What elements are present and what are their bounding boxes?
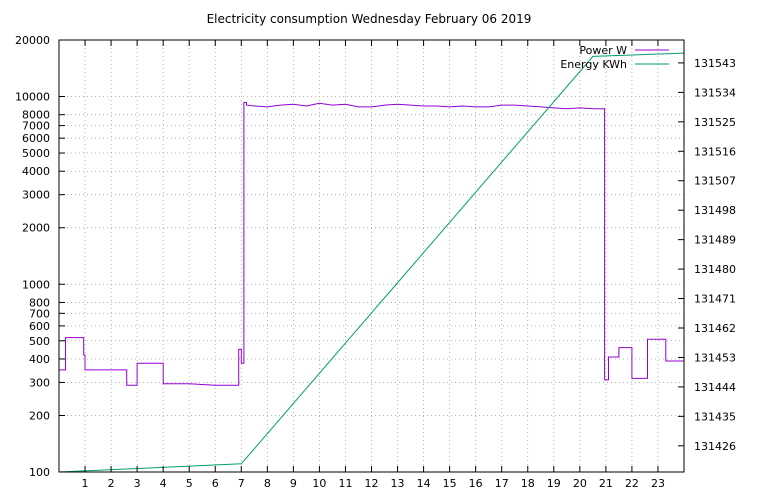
- series-layer: [58, 52, 685, 473]
- x-tick-label: 13: [391, 477, 405, 490]
- x-tick-label: 19: [547, 477, 561, 490]
- y2-tick-label: 131426: [694, 440, 736, 453]
- x-tick-label: 10: [312, 477, 326, 490]
- y-tick-label: 100: [29, 466, 50, 479]
- y2-tick-label: 131516: [694, 145, 736, 158]
- x-tick-label: 23: [651, 477, 665, 490]
- legend-label-power: Power W: [579, 44, 627, 57]
- x-tick-label: 2: [108, 477, 115, 490]
- y-tick-label: 3000: [22, 189, 50, 202]
- y2-tick-label: 131534: [694, 86, 736, 99]
- y-tick-label: 8000: [22, 109, 50, 122]
- x-tick-label: 3: [134, 477, 141, 490]
- y-tick-label: 5000: [22, 147, 50, 160]
- legend: Power W Energy KWh: [560, 44, 669, 71]
- y-tick-label: 600: [29, 320, 50, 333]
- y2-tick-label: 131489: [694, 234, 736, 247]
- x-tick-label: 16: [469, 477, 483, 490]
- x-tick-label: 20: [573, 477, 587, 490]
- y2-tick-label: 131444: [694, 381, 736, 394]
- x-tick-label: 15: [443, 477, 457, 490]
- y-tick-label: 800: [29, 296, 50, 309]
- x-tick-label: 12: [365, 477, 379, 490]
- y-tick-label: 7000: [22, 120, 50, 133]
- series-energy-kwh: [58, 52, 685, 473]
- x-tick-label: 17: [495, 477, 509, 490]
- y-tick-label: 1000: [22, 278, 50, 291]
- x-tick-label: 4: [160, 477, 167, 490]
- x-tick-label: 7: [238, 477, 245, 490]
- x-tick-label: 22: [625, 477, 639, 490]
- y-tick-label: 700: [29, 307, 50, 320]
- x-tick-label: 9: [290, 477, 297, 490]
- y2-tick-label: 131543: [694, 57, 736, 70]
- x-tick-label: 21: [599, 477, 613, 490]
- x-tick-label: 8: [264, 477, 271, 490]
- ticks: 1 2 3 4 5 6 7 8 9 10 11 12 13 14 15 16 17 18 19 20 21 22 23100…: [15, 34, 736, 490]
- y2-tick-label: 131453: [694, 351, 736, 364]
- x-tick-label: 11: [338, 477, 352, 490]
- y2-tick-label: 131507: [694, 175, 736, 188]
- y-tick-label: 400: [29, 353, 50, 366]
- y-tick-label: 6000: [22, 132, 50, 145]
- y2-tick-label: 131480: [694, 263, 736, 276]
- y-tick-label: 200: [29, 409, 50, 422]
- y-tick-label: 20000: [15, 34, 50, 47]
- y2-tick-label: 131462: [694, 322, 736, 335]
- y-tick-label: 500: [29, 335, 50, 348]
- y2-tick-label: 131498: [694, 204, 736, 217]
- y-tick-label: 2000: [22, 222, 50, 235]
- y2-tick-label: 131435: [694, 410, 736, 423]
- x-tick-label: 5: [186, 477, 193, 490]
- y2-tick-label: 131525: [694, 116, 736, 129]
- legend-label-energy: Energy KWh: [560, 58, 627, 71]
- y-tick-label: 10000: [15, 91, 50, 104]
- x-tick-label: 6: [212, 477, 219, 490]
- y2-tick-label: 131471: [694, 293, 736, 306]
- x-tick-label: 18: [521, 477, 535, 490]
- y-tick-label: 300: [29, 376, 50, 389]
- chart-title: Electricity consumption Wednesday Februa…: [207, 12, 532, 26]
- grid: [59, 39, 684, 473]
- y-tick-label: 4000: [22, 165, 50, 178]
- series-power-w: [59, 101, 684, 386]
- x-tick-label: 1: [82, 477, 89, 490]
- x-tick-label: 14: [417, 477, 431, 490]
